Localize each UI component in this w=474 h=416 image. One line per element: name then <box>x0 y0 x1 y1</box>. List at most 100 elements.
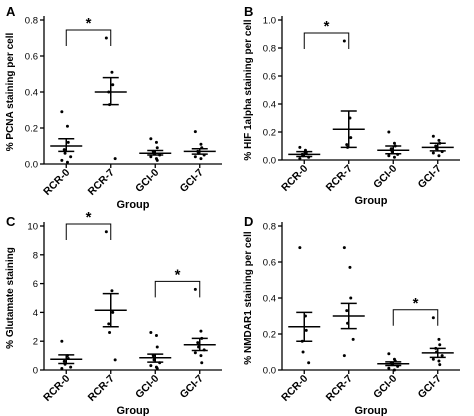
data-point <box>301 350 305 354</box>
significance-bracket <box>392 309 439 326</box>
x-tick-label: RCR-7 <box>324 373 355 404</box>
y-tick-label: 0.2 <box>263 330 276 341</box>
y-tick-label: 10 <box>27 222 38 233</box>
x-tick-label: GCI-7 <box>416 163 444 191</box>
data-point <box>392 141 396 145</box>
panel-label: C <box>6 214 16 229</box>
data-point <box>437 154 441 158</box>
data-point <box>200 361 204 365</box>
x-tick-label: RCR-7 <box>86 373 117 404</box>
significance-bracket <box>65 29 112 46</box>
x-tick-label: GCI-7 <box>416 373 444 401</box>
panel-label: A <box>6 4 16 19</box>
data-point <box>351 337 355 341</box>
data-point <box>193 155 197 159</box>
panel-a: A 0.0 0.2 0.4 0.6 0.8 % PCNA staining per cell… <box>5 4 222 211</box>
y-tick-label: 8 <box>33 250 38 261</box>
x-axis-label: Group <box>355 405 388 416</box>
data-point <box>110 289 114 293</box>
data-point <box>193 130 197 134</box>
data-point <box>63 151 67 155</box>
significance-star: * <box>324 18 330 35</box>
data-point <box>65 124 69 128</box>
data-point <box>387 130 391 134</box>
data-point <box>342 246 346 250</box>
data-point <box>431 357 435 361</box>
y-tick-label: 0.6 <box>263 258 276 269</box>
data-point <box>60 339 64 343</box>
data-point <box>104 36 108 40</box>
data-point <box>431 151 435 155</box>
data-point <box>437 138 441 142</box>
x-tick-label: GCI-7 <box>178 167 206 195</box>
data-point <box>149 331 153 335</box>
data-point <box>199 354 203 358</box>
panel-c: C 0 2 4 6 8 10 % Glutamate staining RCR-0 RCR-7 GC… <box>5 209 222 416</box>
data-point <box>342 354 346 358</box>
data-point <box>298 145 302 149</box>
y-tick-label: 0 <box>33 366 38 377</box>
panel-label: D <box>244 214 253 229</box>
data-point <box>345 309 349 313</box>
data-point <box>154 333 158 337</box>
panel-b: B 0.0 0.2 0.4 0.6 0.8 1.0 % HIF 1alpha staining… <box>243 4 460 207</box>
panel-d: D 0.0 0.2 0.4 0.6 0.8 % NMDAR1 staining per ce… <box>243 214 460 416</box>
y-tick-label: 6 <box>33 279 38 290</box>
data-point <box>113 358 117 362</box>
data-point <box>193 351 197 355</box>
x-tick-label: RCR-0 <box>41 167 72 198</box>
data-point <box>111 310 115 314</box>
y-axis-label: % NMDAR1 staining per cell <box>243 231 254 365</box>
x-tick-label: GCI-7 <box>178 373 206 401</box>
y-axis-label: % PCNA staining per cell <box>5 33 16 152</box>
data-point <box>199 329 203 333</box>
panel-label: B <box>244 4 253 19</box>
x-axis-label: Group <box>355 195 388 207</box>
data-point <box>196 341 200 345</box>
y-tick-label: 0.8 <box>263 222 276 233</box>
significance-star: * <box>413 295 419 312</box>
significance-star: * <box>86 15 92 32</box>
data-point <box>199 157 203 161</box>
data-point <box>298 246 302 250</box>
data-point <box>387 154 391 158</box>
data-point <box>107 322 111 326</box>
data-point <box>60 158 64 162</box>
data-point <box>349 296 353 300</box>
y-tick-label: 1.0 <box>263 16 276 27</box>
data-point <box>438 363 442 367</box>
significance-star: * <box>86 209 92 226</box>
data-point <box>199 142 203 146</box>
data-point <box>437 359 441 363</box>
data-point <box>392 368 396 372</box>
data-point <box>69 365 73 369</box>
x-tick-label: RCR-0 <box>41 373 72 404</box>
data-point <box>387 366 391 370</box>
data-point <box>345 143 349 147</box>
x-tick-label: GCI-0 <box>133 167 161 195</box>
data-point <box>60 110 64 114</box>
y-tick-label: 0.0 <box>263 366 276 377</box>
x-tick-label: GCI-0 <box>133 373 161 401</box>
data-point <box>298 157 302 161</box>
y-tick-label: 4 <box>33 308 38 319</box>
data-point <box>155 367 159 371</box>
data-point <box>437 337 441 341</box>
data-point <box>62 148 66 152</box>
x-tick-label: RCR-7 <box>86 167 117 198</box>
significance-bracket <box>65 223 112 240</box>
y-tick-label: 0.0 <box>25 160 38 171</box>
x-tick-label: RCR-0 <box>279 373 310 404</box>
x-tick-label: RCR-7 <box>324 163 355 194</box>
data-point <box>392 155 396 159</box>
data-point <box>104 230 108 234</box>
data-point <box>155 345 159 349</box>
data-point <box>69 155 73 159</box>
data-point <box>307 361 311 365</box>
y-tick-label: 0.2 <box>263 128 276 139</box>
y-tick-label: 0.4 <box>263 100 276 111</box>
data-point <box>149 137 153 141</box>
x-tick-label: GCI-0 <box>371 163 399 191</box>
data-point <box>149 364 153 368</box>
